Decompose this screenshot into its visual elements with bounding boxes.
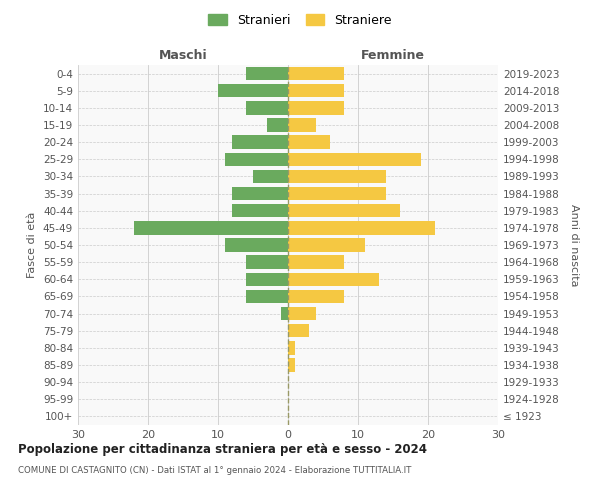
Bar xyxy=(232,187,288,200)
Bar xyxy=(288,341,295,354)
Bar xyxy=(225,238,288,252)
Bar xyxy=(288,170,386,183)
Bar xyxy=(288,204,400,218)
Legend: Stranieri, Straniere: Stranieri, Straniere xyxy=(203,8,397,32)
Text: COMUNE DI CASTAGNITO (CN) - Dati ISTAT al 1° gennaio 2024 - Elaborazione TUTTITA: COMUNE DI CASTAGNITO (CN) - Dati ISTAT a… xyxy=(18,466,412,475)
Y-axis label: Fasce di età: Fasce di età xyxy=(28,212,37,278)
Bar xyxy=(288,307,316,320)
Bar xyxy=(288,358,295,372)
Bar xyxy=(288,238,365,252)
Bar xyxy=(232,204,288,218)
Bar xyxy=(281,307,288,320)
Bar xyxy=(288,101,344,114)
Bar xyxy=(288,290,344,303)
Bar xyxy=(246,290,288,303)
Bar xyxy=(288,136,330,149)
Bar xyxy=(218,84,288,98)
Bar xyxy=(288,324,309,338)
Bar xyxy=(253,170,288,183)
Text: Femmine: Femmine xyxy=(361,48,425,62)
Bar xyxy=(246,256,288,269)
Bar xyxy=(288,84,344,98)
Bar xyxy=(246,272,288,286)
Bar xyxy=(232,136,288,149)
Bar xyxy=(246,101,288,114)
Bar xyxy=(246,67,288,80)
Bar xyxy=(134,221,288,234)
Bar xyxy=(288,272,379,286)
Bar xyxy=(288,118,316,132)
Bar xyxy=(288,187,386,200)
Bar xyxy=(267,118,288,132)
Text: Maschi: Maschi xyxy=(158,48,208,62)
Bar xyxy=(288,221,435,234)
Bar xyxy=(288,256,344,269)
Bar xyxy=(288,152,421,166)
Y-axis label: Anni di nascita: Anni di nascita xyxy=(569,204,579,286)
Bar xyxy=(225,152,288,166)
Text: Popolazione per cittadinanza straniera per età e sesso - 2024: Popolazione per cittadinanza straniera p… xyxy=(18,442,427,456)
Bar xyxy=(288,67,344,80)
